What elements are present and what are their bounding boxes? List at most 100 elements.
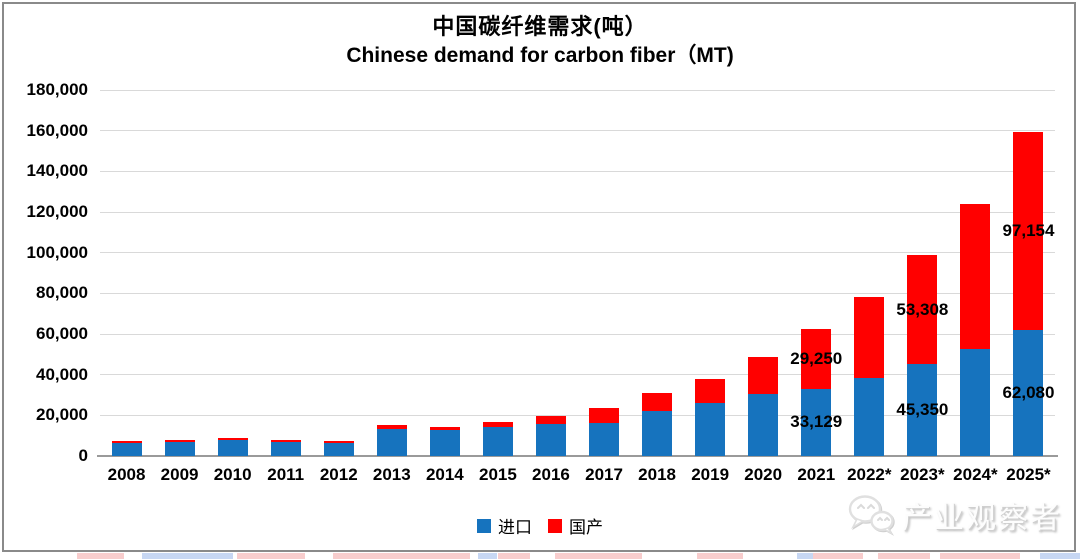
y-axis-tick-label: 80,000: [36, 283, 88, 303]
bar-2020: [748, 356, 779, 456]
import-segment: [589, 423, 620, 456]
bar-2009: [164, 439, 195, 456]
cutoff-strip-segment: [697, 553, 743, 559]
domestic-segment: [535, 416, 566, 424]
y-axis-tick-label: 40,000: [36, 364, 88, 384]
x-axis-tick-label: 2018: [638, 465, 676, 484]
x-axis-tick-label: 2020: [744, 465, 783, 484]
cutoff-strip-segment: [1040, 553, 1080, 559]
bar-2022*: [854, 297, 885, 456]
cutoff-strip-segment: [797, 553, 813, 559]
bar-2013: [376, 425, 407, 456]
cutoff-strip-segment: [237, 553, 305, 559]
import-segment: [1013, 329, 1044, 456]
import-segment: [642, 411, 673, 456]
y-axis-tick-label: 140,000: [26, 161, 88, 181]
y-axis-tick-label: 120,000: [26, 202, 88, 221]
domestic-segment: [1013, 132, 1044, 330]
bar-2015: [482, 421, 513, 456]
x-axis-tick-label: 2024*: [953, 465, 998, 484]
domestic-segment: [111, 440, 142, 443]
y-axis-tick-label: 60,000: [36, 324, 88, 343]
data-label-2023*-进口: 45,350: [896, 399, 949, 419]
data-label-2025*-进口: 62,080: [1002, 382, 1055, 402]
domestic-segment: [801, 329, 832, 389]
domestic-segment: [270, 439, 301, 442]
domestic-segment: [589, 408, 620, 424]
x-axis-tick-label: 2019: [691, 465, 730, 484]
bar-2024*: [960, 203, 991, 456]
domestic-segment: [642, 392, 673, 412]
domestic-segment: [854, 297, 885, 378]
x-axis-tick-label: 2025*: [1006, 465, 1051, 484]
domestic-segment: [164, 439, 195, 442]
x-axis-tick-label: 2013: [372, 465, 411, 484]
y-axis-tick-label: 20,000: [36, 405, 88, 425]
import-segment: [748, 394, 779, 456]
bar-2019: [695, 379, 726, 456]
import-segment: [323, 442, 354, 456]
import-segment: [111, 442, 142, 456]
legend-label-domestic: 国产: [569, 518, 603, 537]
cutoff-strip-segment: [77, 553, 124, 559]
domestic-segment: [482, 421, 513, 427]
y-axis-tick-label: 160,000: [26, 120, 88, 140]
x-axis-tick-label: 2010: [213, 465, 252, 484]
bar-2017: [589, 408, 620, 456]
legend-label-import: 进口: [498, 518, 532, 537]
bar-2023*: [907, 255, 938, 456]
bar-2016: [535, 416, 566, 456]
bar-2014: [429, 426, 460, 456]
x-axis-tick-label: 2022*: [847, 465, 892, 484]
bar-2012: [323, 440, 354, 456]
y-axis: 0 20,000 40,000 60,000 80,000 100,000 120,000 1…: [0, 0, 88, 559]
x-axis-tick-label: 2015: [478, 465, 517, 484]
cutoff-strip-segment: [498, 553, 530, 559]
chart-title-cn: 中国碳纤维需求(吨）: [432, 14, 648, 39]
y-axis-tick-label: 0: [78, 446, 88, 465]
x-axis-tick-label: 2017: [585, 465, 623, 484]
gridline: [100, 211, 1055, 213]
x-axis-tick-label: 2012: [319, 465, 358, 484]
import-segment: [164, 441, 195, 456]
import-segment: [376, 429, 407, 456]
data-label-2023*-国产: 53,308: [896, 299, 949, 319]
x-axis-tick-label: 2009: [160, 465, 199, 484]
import-segment: [907, 363, 938, 456]
domestic-swatch-icon: [548, 518, 562, 533]
gridline: [100, 374, 1055, 376]
chart-frame: [2, 2, 1076, 552]
legend-item-domestic: 国产: [548, 513, 603, 538]
data-label-2025*-国产: 97,154: [1002, 220, 1055, 240]
gridline: [100, 414, 1055, 416]
domestic-segment: [429, 426, 460, 430]
cutoff-strip-segment: [142, 553, 233, 559]
gridline: [100, 130, 1055, 132]
import-segment: [429, 429, 460, 456]
bar-2010: [217, 437, 248, 456]
cutoff-strip-segment: [878, 553, 930, 559]
x-axis-tick-label: 2023*: [900, 465, 945, 484]
x-axis-line: [97, 455, 1058, 457]
gridline: [100, 333, 1055, 335]
x-axis-tick-label: 2016: [532, 465, 570, 484]
bar-2011: [270, 439, 301, 456]
cutoff-strip-segment: [940, 553, 1020, 559]
x-axis-tick-label: 2008: [107, 465, 146, 484]
gridline: [100, 170, 1055, 172]
chart-title-en: Chinese demand for carbon fiber（MT): [346, 44, 734, 67]
legend-item-import: 进口: [477, 513, 532, 538]
cutoff-strip-segment: [333, 553, 470, 559]
domestic-segment: [748, 356, 779, 395]
import-segment: [535, 423, 566, 456]
y-axis-tick-label: 100,000: [26, 242, 88, 262]
x-axis-tick-label: 2011: [267, 465, 305, 484]
domestic-segment: [376, 425, 407, 430]
x-axis-tick-label: 2014: [425, 465, 464, 484]
domestic-segment: [695, 379, 726, 404]
cutoff-strip-segment: [478, 553, 497, 559]
cutoff-strip-segment: [813, 553, 863, 559]
domestic-segment: [907, 255, 938, 364]
wechat-icon: [848, 495, 894, 535]
chart-legend: 进口 国产: [0, 513, 1080, 538]
